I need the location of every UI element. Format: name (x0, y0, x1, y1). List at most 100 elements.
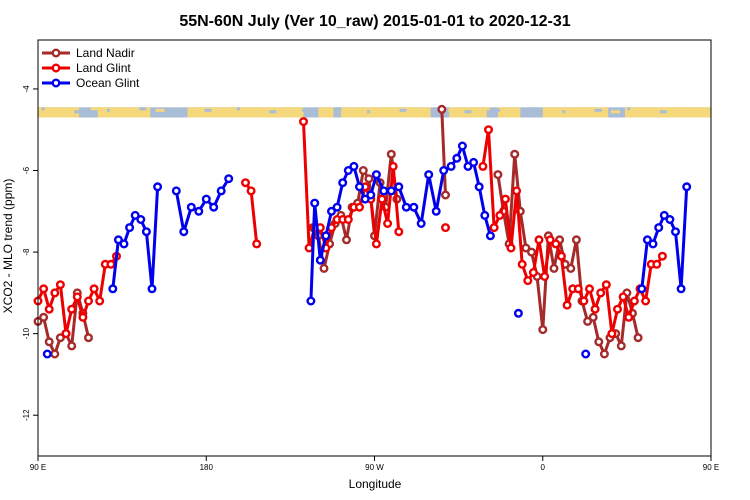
landmask-patch (529, 107, 537, 111)
data-point (607, 329, 617, 339)
data-point (299, 117, 309, 127)
data-point (39, 284, 49, 294)
x-tick-label: 0 (541, 463, 546, 472)
legend-entry-label: Land Nadir (76, 46, 135, 60)
data-point (641, 296, 651, 306)
x-tick-label: 90 W (365, 463, 384, 472)
plot-area (38, 40, 711, 456)
landmask-patch (236, 107, 240, 111)
landmask-patch (74, 110, 82, 114)
data-point (55, 280, 65, 290)
data-point (513, 308, 523, 318)
data-point (332, 202, 342, 212)
data-point (665, 214, 675, 224)
data-point (401, 202, 411, 212)
data-point (44, 304, 54, 314)
data-point (394, 182, 404, 192)
data-point (527, 247, 537, 257)
data-point (528, 268, 538, 278)
landmask-land (542, 107, 609, 118)
data-point (452, 153, 462, 163)
y-tick-label: -8 (22, 248, 31, 256)
y-tick-label: -6 (22, 166, 31, 174)
landmask-patch (513, 110, 519, 114)
landmask-patch (41, 107, 45, 111)
data-point (601, 280, 611, 290)
legend-entry-label: Land Glint (76, 61, 131, 75)
landmask-patch (432, 107, 436, 111)
data-point (484, 125, 494, 135)
data-point (431, 206, 441, 216)
data-point (327, 206, 337, 216)
data-point (383, 218, 393, 228)
data-point (540, 272, 550, 282)
landmask-patch (578, 107, 584, 111)
axes: 90 E 180 90 W 0 90 E -12 -10 -8 -6 -4 (22, 39, 719, 472)
data-point (633, 333, 643, 343)
data-point (130, 210, 140, 220)
data-point (194, 206, 204, 216)
data-point (141, 227, 151, 237)
landmask-patch (415, 110, 425, 114)
data-point (343, 165, 353, 175)
x-tick-label: 90 E (703, 463, 719, 472)
data-point (676, 284, 686, 294)
data-point (624, 312, 634, 322)
data-point (310, 198, 320, 208)
data-point (523, 276, 533, 286)
landmask-patch (497, 108, 501, 112)
data-point (416, 218, 426, 228)
data-point (50, 288, 60, 298)
data-point (648, 239, 658, 249)
series-line (440, 109, 447, 196)
landmask-patch (106, 108, 110, 112)
data-point (446, 161, 456, 171)
data-point (478, 161, 488, 171)
data-point (585, 284, 595, 294)
data-point (343, 214, 353, 224)
data-point (106, 259, 116, 269)
data-point (654, 223, 664, 233)
data-point (321, 231, 331, 241)
data-point (67, 304, 77, 314)
data-point (424, 170, 434, 180)
data-point (469, 157, 479, 167)
data-point (246, 186, 256, 196)
series-ocean-glint (42, 141, 692, 359)
data-point (510, 149, 520, 159)
data-point (594, 337, 604, 347)
landmask-patch (188, 107, 194, 111)
y-tick-label: -10 (22, 327, 31, 339)
y-axis-label: XCO2 - MLO trend (ppm) (1, 179, 15, 314)
data-point (489, 223, 499, 233)
landmask-land (497, 107, 521, 118)
data-point (315, 255, 325, 265)
data-point (441, 223, 451, 233)
data-point (437, 104, 447, 114)
landmask-land (340, 107, 431, 118)
data-point (252, 239, 262, 249)
landmask-patch (399, 108, 407, 112)
data-point (319, 263, 329, 273)
landmask-patch (627, 107, 631, 111)
data-point (613, 304, 623, 314)
data-point (551, 239, 561, 249)
data-point (590, 304, 600, 314)
data-point (125, 223, 135, 233)
data-point (637, 284, 647, 294)
data-point (616, 341, 626, 351)
data-point (371, 170, 381, 180)
data-point (67, 341, 77, 351)
data-point (119, 239, 129, 249)
data-point (55, 333, 65, 343)
y-tick-label: -12 (22, 409, 31, 421)
data-point (95, 296, 105, 306)
data-point (349, 161, 359, 171)
data-point (147, 284, 157, 294)
data-point (463, 161, 473, 171)
landmask-land (187, 107, 304, 118)
landmask-patch (610, 110, 620, 114)
data-point (386, 186, 396, 196)
legend-swatch-marker (51, 63, 61, 73)
